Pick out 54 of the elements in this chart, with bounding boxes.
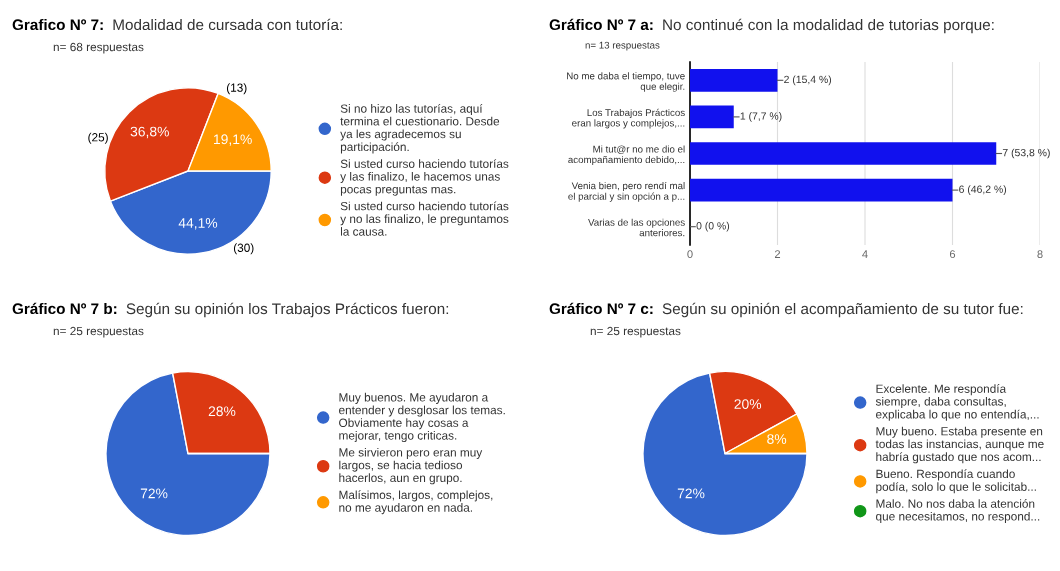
y-tick-label: Los Trabajos Prácticos eran largos y complejos,...	[572, 108, 685, 129]
chart-title: Gráfico Nº 7 c:	[549, 302, 653, 315]
data-label: 2 (15,4 %)	[784, 75, 832, 86]
legend-label: Me sirvieron pero eran muy largos, se hacia tedioso hacerlos, aun en grupo.	[339, 447, 483, 485]
chart-title: Gráfico Nº 7 a:	[549, 18, 653, 31]
data-label: 44,1%	[178, 218, 218, 230]
legend-label: Si usted curso haciendo tutorías y no las finalizo, le preguntamos la causa.	[340, 201, 509, 236]
y-tick-label: No me daba el tiempo, tuve que elegir.	[567, 72, 685, 92]
chart-subtitle: No continué con la modalidad de tutorias porque:	[663, 18, 994, 34]
data-label: 28%	[208, 406, 236, 417]
legend-label: Muy bueno. Estaba presente en todas las instancias, aunque me habría gustado que nos acom...	[875, 426, 1044, 464]
text: n= 25 respuestas	[53, 326, 144, 338]
data-label: 8%	[767, 434, 787, 444]
x-tick-label: 2	[774, 250, 781, 258]
y-tick-label: Mi tut@r no me dio el acompañamiento debido,...	[568, 145, 685, 165]
x-tick-label: 6	[949, 250, 956, 259]
data-label: 7 (53,8 %)	[1002, 148, 1050, 159]
legend-label: Excelente. Me respondía siempre, daba consultas, explicaba lo que no entendía,...	[875, 384, 1039, 421]
legend-label: Muy buenos. Me ayudaron a entender y desglosar los temas. Obviamente hay cosas a mejorar, tengo criticas.	[339, 392, 505, 443]
x-tick-label: 4	[862, 250, 868, 258]
data-label: 0 (0 %)	[696, 221, 730, 232]
data-label: 20%	[734, 399, 762, 409]
text: (30)	[233, 243, 254, 255]
chart-title: Gráfico Nº 7 b:	[12, 302, 117, 315]
text: (25)	[88, 132, 108, 144]
chart-subtitle: Modalidad de cursada con tutoría:	[113, 18, 342, 31]
legend-label: Malísimos, largos, complejos, no me ayudaron en nada.	[339, 490, 493, 515]
text: n= 25 respuestas	[590, 326, 681, 338]
chart-subtitle: Según su opinión el acompañamiento de su tutor fue:	[662, 302, 1023, 318]
data-label: 1 (7,7 %)	[740, 112, 782, 122]
bar	[690, 105, 734, 129]
x-tick-label: 0	[687, 250, 693, 259]
data-label: 6 (46,2 %)	[959, 185, 1007, 195]
data-label: 72%	[140, 488, 168, 499]
data-label: 72%	[677, 488, 705, 499]
legend-label: Malo. No nos daba la atención que necesitamos, no respond...	[876, 499, 1040, 523]
text: n= 68 respuestas	[53, 42, 144, 54]
chart-title: Grafico Nº 7:	[12, 18, 103, 31]
text: n= 13 respuestas	[585, 41, 660, 51]
x-tick-label: 8	[1037, 250, 1043, 259]
y-tick-label: Varias de las opciones anteriores.	[588, 218, 685, 237]
text: (13)	[226, 83, 247, 95]
legend-label: Si usted curso haciendo tutorías y las finalizo, le hacemos unas pocas preguntas mas.	[340, 159, 509, 196]
data-label: 19,1%	[214, 134, 252, 146]
chart-subtitle: Según su opinión los Trabajos Prácticos fueron:	[126, 302, 449, 318]
pie-slice	[642, 372, 808, 537]
legend-label: Bueno. Respondía cuando podía, solo lo que le solicitab...	[876, 469, 1036, 494]
bar	[690, 142, 997, 165]
bar	[690, 68, 778, 92]
y-tick-label: Venia bien, pero rendí mal el parcial y sin opción a p...	[568, 181, 685, 202]
data-label: 36,8%	[130, 126, 169, 139]
bar	[690, 178, 953, 202]
legend-label: Si no hizo las tutorías, aquí termina el cuestionario. Desde ya les agradecemos su participación.	[340, 103, 500, 154]
pie-slice	[105, 372, 271, 537]
